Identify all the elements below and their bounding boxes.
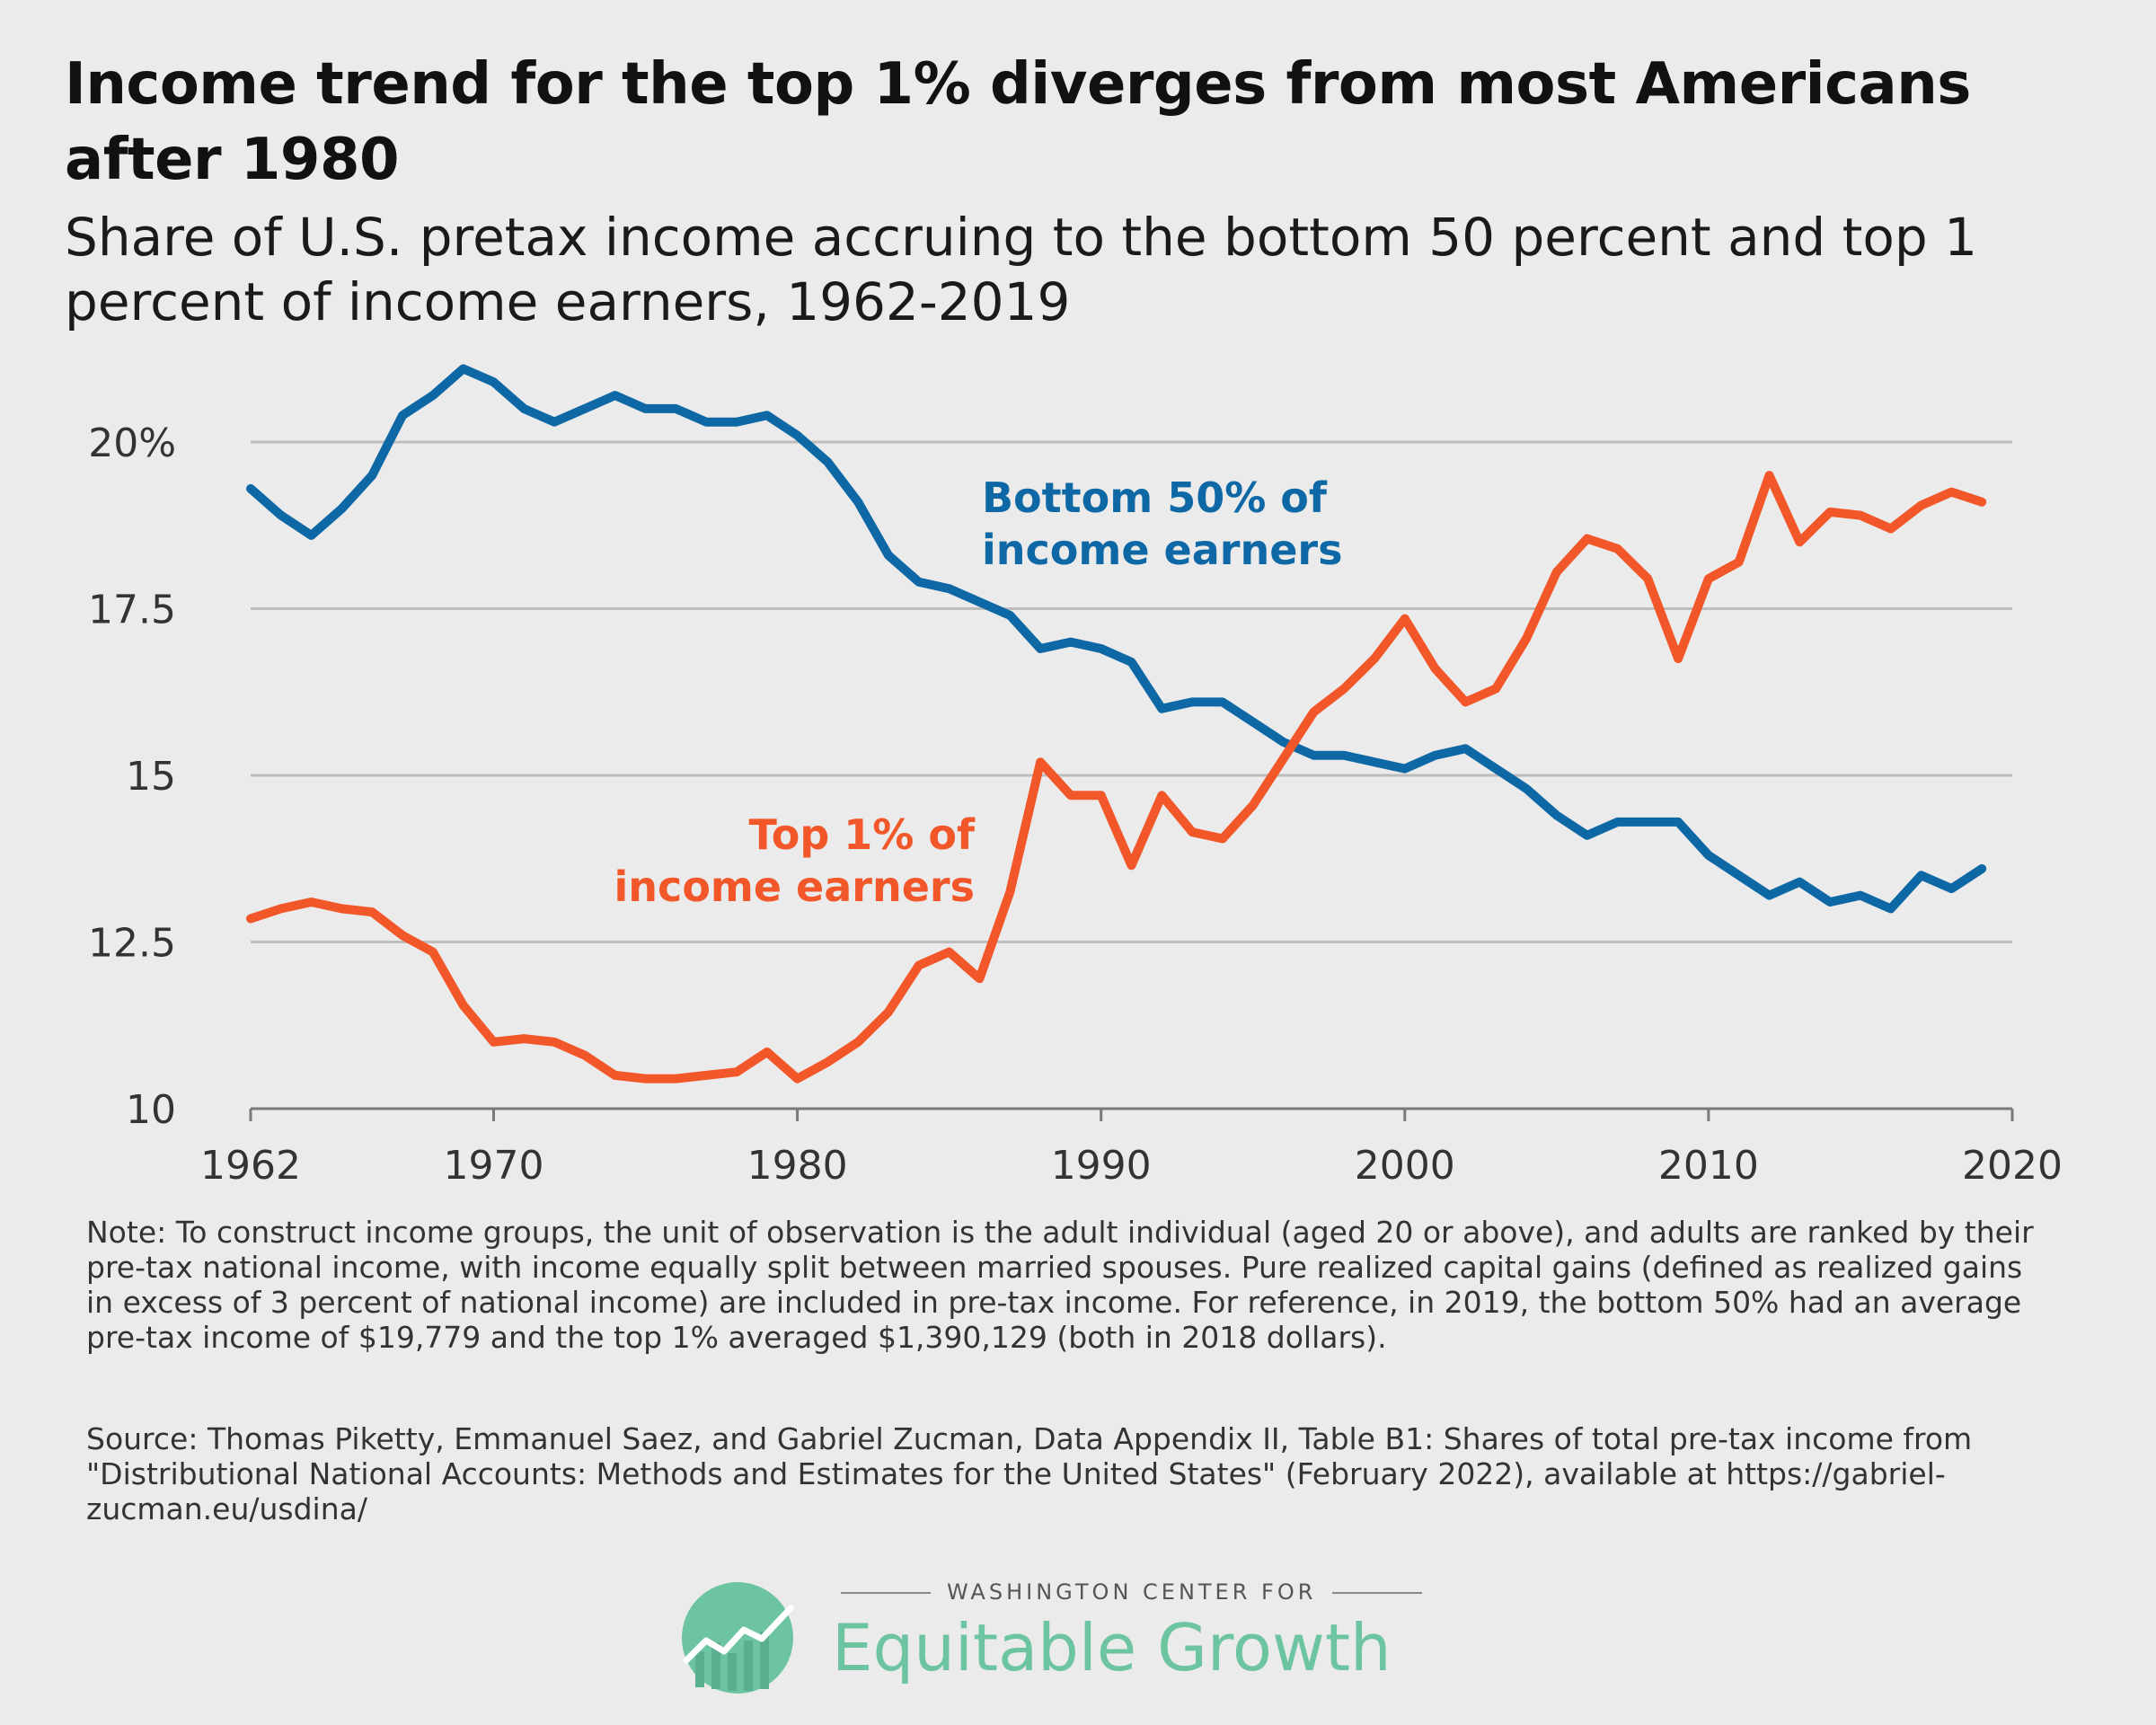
logo-growth-icon — [682, 1582, 794, 1694]
logo-kicker: WASHINGTON CENTER FOR — [825, 1579, 1364, 1605]
axes: 10 12.5 15 17.5 20% 1962 1970 1980 1990 2000 2010 2… — [88, 420, 2063, 1189]
equitable-growth-logo: WASHINGTON CENTER FOR Equitable Growth — [679, 1572, 1488, 1698]
label-top-1: Top 1% of income earners — [614, 810, 976, 911]
series-line-bottom-50 — [246, 364, 1987, 914]
chart-subtitle: Share of U.S. pretax income accruing to … — [65, 207, 1978, 332]
y-tick-label: 12.5 — [88, 921, 176, 967]
series-labels: Bottom 50% of income earners Top 1% of inco… — [614, 473, 1343, 911]
y-tick-label: 15 — [126, 754, 176, 800]
logo-name: Equitable Growth — [832, 1610, 1392, 1685]
x-tick-label: 2010 — [1658, 1143, 1759, 1189]
x-tick-label: 1990 — [1051, 1143, 1152, 1189]
series-line-top-1 — [246, 471, 1987, 1084]
y-tick-label: 17.5 — [88, 588, 176, 633]
x-tick-label: 2020 — [1962, 1143, 2063, 1189]
x-tick-label: 1980 — [747, 1143, 848, 1189]
gridlines — [251, 440, 2012, 943]
y-tick-label: 20% — [88, 420, 176, 466]
label-bottom-50: Bottom 50% of income earners — [982, 473, 1342, 574]
x-tick-label: 1970 — [443, 1143, 543, 1189]
y-tick-label: 10 — [126, 1087, 176, 1133]
series-lines — [246, 364, 1987, 1084]
x-tick-label: 2000 — [1355, 1143, 1455, 1189]
source-note: Source: Thomas Piketty, Emmanuel Saez, a… — [86, 1421, 1973, 1526]
x-tick-label: 1962 — [200, 1143, 301, 1189]
chart-title: Income trend for the top 1% diverges fro… — [65, 51, 1971, 193]
line-chart: 10 12.5 15 17.5 20% 1962 1970 1980 1990 2000 2010 2… — [88, 364, 2063, 1189]
footnote: Note: To construct income groups, the un… — [86, 1215, 2034, 1355]
